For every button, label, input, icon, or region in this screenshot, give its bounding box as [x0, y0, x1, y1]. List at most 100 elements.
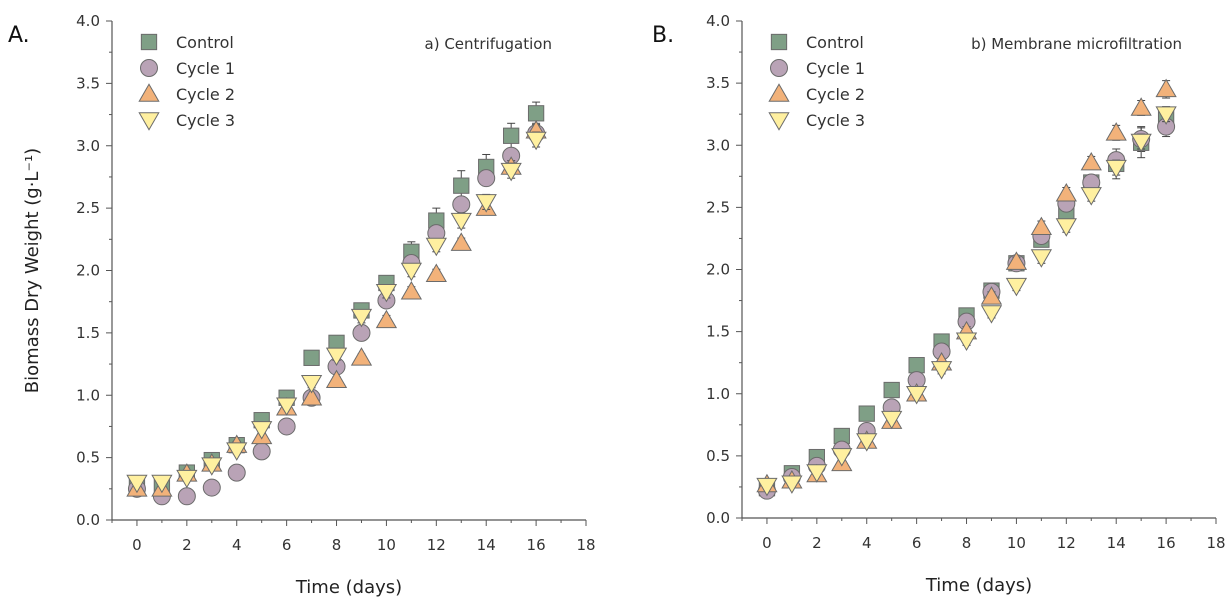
x-tick-label: 16	[527, 536, 546, 554]
data-point	[477, 169, 496, 188]
chart-panel-b: B. 0.0 0.5 1.0 1.5 2.0 2.5 3.0 3.5 4.0 0 2 4 6 8 10 12 14…	[652, 12, 1226, 596]
data-point	[303, 349, 320, 366]
data-point	[1080, 187, 1102, 206]
x-tick-label: 16	[1157, 534, 1176, 552]
legend-label: Cycle 2	[176, 85, 235, 104]
series-cycle-3	[126, 131, 547, 494]
series-cycle-1	[127, 124, 546, 506]
panel-annotation: a) Centrifugation	[425, 35, 552, 53]
data-point	[1005, 277, 1028, 297]
data-point	[202, 478, 221, 497]
legend-label: Cycle 3	[176, 111, 235, 130]
data-point	[881, 410, 903, 430]
x-tick-label: 10	[377, 536, 396, 554]
x-tick-label: 10	[1007, 534, 1026, 552]
data-point	[1130, 97, 1152, 116]
y-tick-label: 1.5	[76, 324, 100, 342]
y-tick-label: 1.0	[76, 386, 100, 404]
x-tick-label: 8	[962, 534, 972, 552]
legend-marker	[138, 83, 160, 102]
y-axis-title: Biomass Dry Weight (g·L⁻¹)	[22, 148, 43, 393]
data-point	[375, 283, 398, 303]
series-cycle-3	[756, 106, 1177, 497]
x-tick-label: 18	[1206, 534, 1225, 552]
data-point	[400, 262, 423, 282]
y-tick-label: 2.5	[706, 198, 730, 216]
x-tick-label: 2	[812, 534, 822, 552]
x-tick-label: 4	[862, 534, 872, 552]
x-tick-label: 12	[1057, 534, 1076, 552]
legend-label: Control	[806, 33, 864, 52]
data-point	[1030, 216, 1053, 236]
legend-label: Control	[176, 33, 234, 52]
y-tick-label: 2.0	[706, 261, 730, 279]
data-point	[452, 195, 471, 214]
legend-marker	[768, 112, 790, 131]
legend-marker	[140, 33, 158, 51]
y-tick-label: 3.5	[76, 74, 100, 92]
data-point	[908, 357, 925, 374]
legend-marker	[770, 33, 788, 51]
data-point	[1030, 249, 1053, 268]
data-point	[1105, 122, 1127, 141]
data-point	[277, 417, 296, 436]
data-point	[450, 232, 472, 251]
data-point	[955, 332, 978, 352]
y-tick-label: 0.5	[706, 447, 730, 465]
data-point	[251, 421, 273, 440]
data-point	[453, 177, 470, 194]
x-tick-label: 12	[427, 536, 446, 554]
x-tick-label: 6	[282, 536, 292, 554]
x-axis-title: Time (days)	[295, 577, 402, 598]
legend-label: Cycle 1	[176, 59, 235, 78]
panel-annotation: b) Membrane microfiltration	[971, 35, 1182, 53]
legend-label: Cycle 3	[806, 111, 865, 130]
data-point	[500, 162, 522, 182]
x-tick-label: 8	[332, 536, 342, 554]
data-point	[375, 309, 398, 329]
x-tick-label: 6	[912, 534, 922, 552]
data-point	[1155, 78, 1177, 98]
data-point	[527, 105, 545, 122]
data-point	[300, 375, 323, 394]
data-point	[1155, 106, 1177, 125]
legend-marker	[138, 112, 160, 131]
data-point	[325, 347, 348, 367]
legend: Control Cycle 1 Cycle 2 Cycle 3	[138, 33, 235, 131]
data-point	[400, 281, 423, 300]
data-point	[1005, 251, 1028, 270]
data-point	[525, 131, 547, 151]
data-point	[275, 397, 298, 416]
data-point	[226, 442, 248, 461]
data-point	[475, 194, 497, 213]
data-point	[425, 237, 447, 257]
data-point	[1055, 183, 1077, 202]
data-point	[856, 433, 878, 452]
data-point	[126, 474, 148, 494]
data-point	[930, 361, 953, 380]
y-tick-label: 4.0	[76, 12, 100, 30]
legend-marker	[768, 83, 790, 102]
y-tick-label: 1.5	[706, 323, 730, 341]
y-tick-label: 4.0	[706, 12, 730, 30]
data-point	[1130, 133, 1152, 153]
x-tick-label: 0	[132, 536, 142, 554]
series-control	[128, 101, 545, 494]
data-point	[781, 475, 803, 494]
data-point	[425, 263, 447, 283]
data-point	[450, 212, 472, 232]
y-tick-label: 0.0	[76, 511, 100, 529]
data-point	[325, 369, 348, 389]
x-tick-label: 2	[182, 536, 192, 554]
legend-marker	[140, 59, 158, 77]
y-tick-label: 2.0	[76, 262, 100, 280]
data-point	[177, 487, 196, 506]
data-point	[980, 305, 1003, 324]
y-tick-label: 3.0	[76, 137, 100, 155]
data-point	[756, 477, 778, 497]
legend-label: Cycle 1	[806, 59, 865, 78]
data-point	[905, 385, 928, 405]
x-tick-label: 14	[1107, 534, 1126, 552]
